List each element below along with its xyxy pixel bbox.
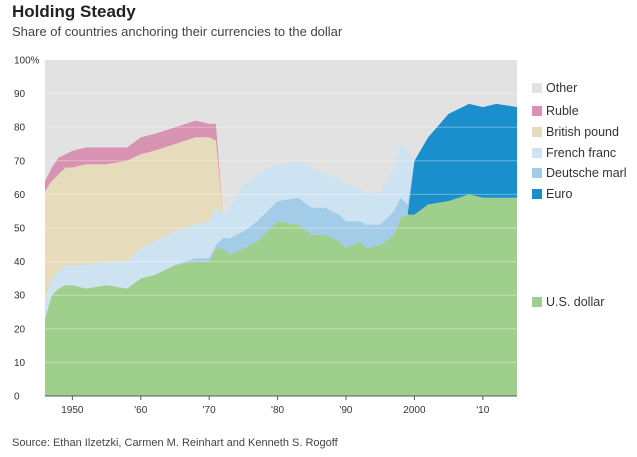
legend-label: French franc bbox=[546, 146, 617, 160]
legend-label: Deutsche marl bbox=[546, 166, 627, 180]
y-tick-label: 40 bbox=[14, 257, 26, 268]
legend-label: Euro bbox=[546, 187, 573, 201]
y-tick-label: 70 bbox=[14, 156, 26, 167]
x-tick-label: '80 bbox=[271, 405, 284, 416]
x-tick-label: '10 bbox=[476, 405, 489, 416]
area-deutsche_mark bbox=[45, 103, 517, 319]
x-tick-label: '90 bbox=[339, 405, 352, 416]
y-tick-label: 50 bbox=[14, 224, 26, 235]
legend-swatch bbox=[532, 83, 542, 93]
y-tick-label: 10 bbox=[14, 358, 26, 369]
legend-label: British pound bbox=[546, 125, 619, 139]
legend-swatch bbox=[532, 127, 542, 137]
area-british_pound bbox=[45, 103, 517, 302]
legend-label: Ruble bbox=[546, 104, 579, 118]
legend-swatch bbox=[532, 297, 542, 307]
y-tick-label: 90 bbox=[14, 89, 26, 100]
legend-swatch bbox=[532, 168, 542, 178]
legend-swatch bbox=[532, 189, 542, 199]
y-tick-label: 0 bbox=[14, 392, 20, 403]
y-tick-label: 100% bbox=[14, 56, 40, 67]
chart-subtitle: Share of countries anchoring their curre… bbox=[12, 24, 343, 39]
x-tick-label: '60 bbox=[134, 405, 147, 416]
legend-swatch bbox=[532, 148, 542, 158]
area-ruble bbox=[45, 103, 517, 215]
y-tick-label: 30 bbox=[14, 291, 26, 302]
legend-label: Other bbox=[546, 81, 578, 95]
y-tick-label: 60 bbox=[14, 190, 26, 201]
source-note: Source: Ethan Ilzetzki, Carmen M. Reinha… bbox=[12, 437, 338, 449]
x-tick-label: 1950 bbox=[61, 405, 84, 416]
legend-label: U.S. dollar bbox=[546, 295, 605, 309]
x-tick-label: 2000 bbox=[403, 405, 426, 416]
area-us_dollar bbox=[45, 194, 517, 396]
y-tick-label: 80 bbox=[14, 123, 26, 134]
x-tick-label: '70 bbox=[203, 405, 216, 416]
chart-title: Holding Steady bbox=[12, 2, 136, 21]
area-other bbox=[45, 60, 517, 215]
area-french_franc bbox=[45, 103, 517, 319]
area-euro bbox=[45, 103, 517, 319]
y-tick-label: 20 bbox=[14, 324, 26, 335]
legend-swatch bbox=[532, 106, 542, 116]
